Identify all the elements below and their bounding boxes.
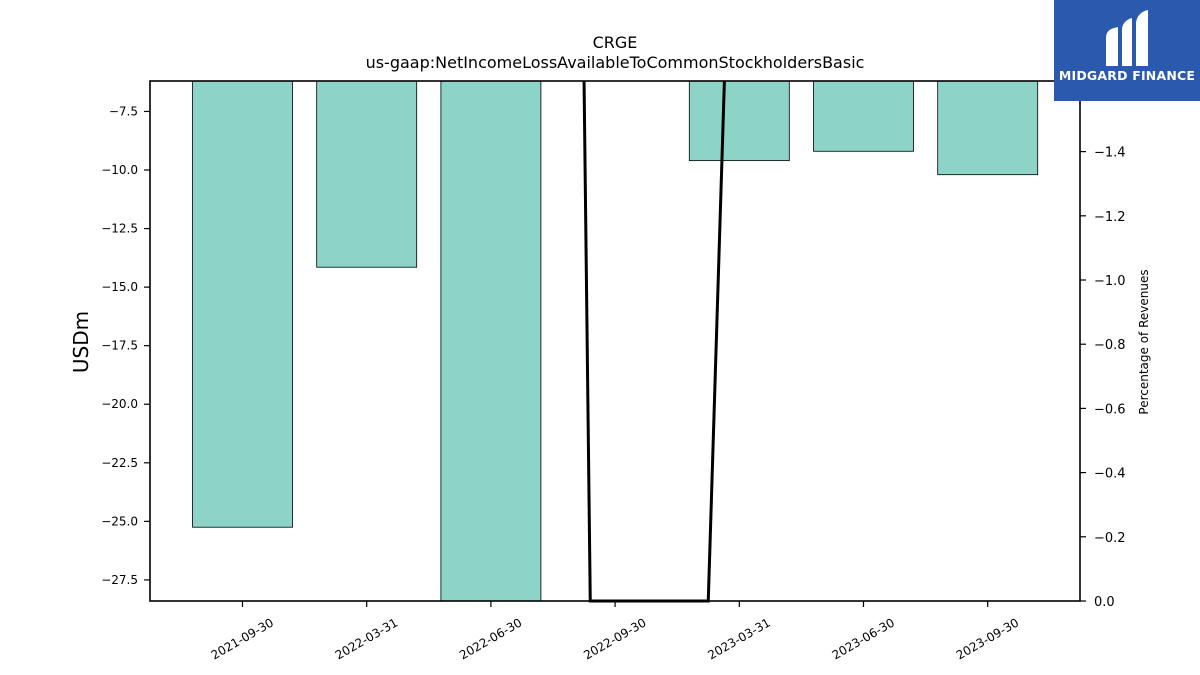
y-tick-label: −17.5: [101, 339, 138, 353]
x-tick-label: 2022-06-30: [457, 615, 524, 662]
y-tick-label: −20.0: [101, 397, 138, 411]
chart-subtitle: us-gaap:NetIncomeLossAvailableToCommonSt…: [366, 53, 865, 72]
x-tick-label: 2021-09-30: [209, 615, 276, 662]
midgard-logo-mark-icon: [1106, 10, 1148, 66]
x-tick-label: 2023-06-30: [830, 615, 897, 662]
y2-tick-label: −0.4: [1094, 467, 1126, 482]
bar: [813, 80, 914, 152]
bar: [688, 80, 790, 162]
y2-tick-label: −0.2: [1094, 531, 1126, 546]
y2-tick-label: −1.0: [1094, 274, 1126, 289]
y-tick-label: −10.0: [101, 163, 138, 177]
y-tick-label: −27.5: [101, 573, 138, 587]
bar: [440, 80, 542, 602]
logo-text: MIDGARD FINANCE: [1058, 68, 1196, 83]
y-tick-label: −15.0: [101, 280, 138, 294]
y2-tick-label: −0.8: [1094, 338, 1126, 353]
y2-tick-label: 0.0: [1094, 595, 1115, 610]
y2-tick-label: −1.2: [1094, 210, 1126, 225]
chart-title: CRGE: [593, 33, 638, 52]
midgard-finance-logo: MIDGARD FINANCE: [1054, 0, 1200, 101]
top-margin: [0, 0, 1054, 80]
y-tick-label: −25.0: [101, 514, 138, 528]
y-tick-label: −22.5: [101, 456, 138, 470]
x-tick-label: 2023-09-30: [954, 615, 1021, 662]
x-tick-label: 2022-03-31: [333, 615, 400, 662]
x-tick-label: 2023-03-31: [705, 615, 772, 662]
y2-tick-label: −0.6: [1094, 402, 1126, 417]
bar: [192, 80, 293, 528]
y2-axis-label: Percentage of Revenues: [1137, 269, 1151, 414]
y-tick-label: −12.5: [101, 222, 138, 236]
y-tick-label: −7.5: [109, 104, 138, 118]
x-tick-label: 2022-09-30: [581, 615, 648, 662]
y2-tick-label: −1.4: [1094, 146, 1126, 161]
y-axis-label: USDm: [69, 311, 93, 373]
bar: [937, 80, 1039, 176]
bar: [316, 80, 418, 268]
